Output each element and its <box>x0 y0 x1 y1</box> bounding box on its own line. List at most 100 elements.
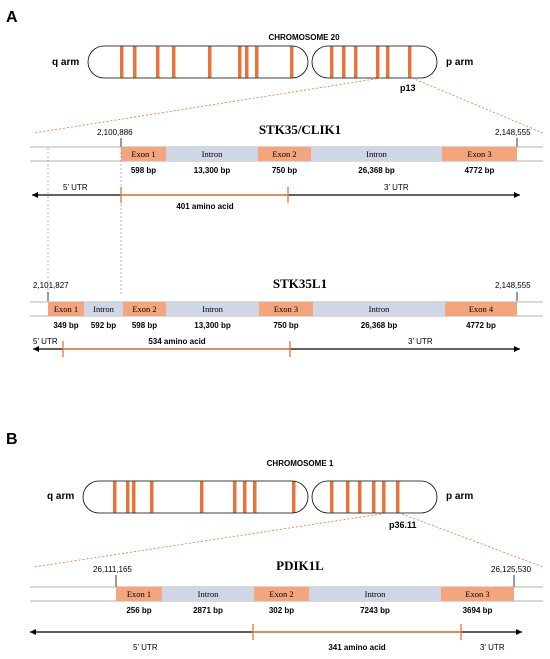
stk35l1-protein-length: 534 amino acid <box>148 337 205 346</box>
stk35l1-intron-segment: Intron 26,368 bp <box>313 302 445 330</box>
stk35-exon-segment: Exon 3 4772 bp <box>442 147 517 175</box>
stk35-exon-label: Exon 2 <box>272 149 296 159</box>
chromosome-20-ideogram <box>87 45 438 79</box>
pdik1l-gene-track: Exon 1 256 bp Intron 2871 bp Exon 2 302 bp Int… <box>30 586 543 615</box>
chromosome-1-title: CHROMOSOME 1 <box>267 459 334 468</box>
chr20-band <box>330 46 334 78</box>
zoom-line-left-b <box>33 513 382 568</box>
chr1-band <box>126 481 130 513</box>
pdik1l-5utr-label: 5’ UTR <box>133 643 158 652</box>
stk35l1-gene-track: Exon 1 349 bp Intron 592 bp Exon 2 598 bp Intr… <box>30 301 543 330</box>
chr1-p-arm-label: p arm <box>446 491 473 502</box>
stk35-intron-box <box>311 147 442 161</box>
chr20-band <box>120 46 124 78</box>
chr20-locus-label: p13 <box>400 83 416 93</box>
chr1-locus-label: p36.11 <box>389 520 417 530</box>
chromosome-20-title: CHROMOSOME 20 <box>268 33 340 42</box>
stk35l1-exon-size: 4772 bp <box>466 321 496 330</box>
stk35-exon-box <box>258 147 311 161</box>
chr20-q-arm-label: q arm <box>52 57 79 68</box>
chr20-band <box>376 46 380 78</box>
chr1-band <box>113 481 117 513</box>
chr1-band <box>132 481 136 513</box>
stk35l1-exon-size: 750 bp <box>273 321 298 330</box>
stk35-arrowhead-right <box>514 192 520 198</box>
stk35-exon-box <box>442 147 517 161</box>
chr1-band <box>253 481 257 513</box>
stk35-intron-segment: Intron 13,300 bp <box>166 147 258 175</box>
stk35l1-arrowhead-right <box>514 346 520 352</box>
stk35l1-exon-label: Exon 3 <box>274 304 298 314</box>
pdik1l-exon-segment: Exon 2 302 bp <box>254 587 309 615</box>
gene-pdik1l-title: PDIK1L <box>276 558 324 573</box>
pdik1l-arrowhead-right <box>516 629 522 635</box>
chr1-band <box>233 481 237 513</box>
stk35l1-arrowhead-left <box>33 346 39 352</box>
chr20-p-arm-label: p arm <box>446 57 473 68</box>
stk35l1-intron-size: 13,300 bp <box>194 321 231 330</box>
pdik1l-3utr-label: 3’ UTR <box>480 643 505 652</box>
pdik1l-exon-label: Exon 3 <box>465 589 489 599</box>
stk35l1-intron-segment: Intron 592 bp <box>84 302 123 330</box>
pdik1l-intron-box <box>162 587 254 601</box>
zoom-line-right-a <box>411 77 544 134</box>
pdik1l-exon-box <box>254 587 309 601</box>
chr1-band <box>382 481 386 513</box>
stk35l1-intron-label: Intron <box>369 304 391 314</box>
chr1-band <box>346 481 350 513</box>
chr20-band <box>172 46 176 78</box>
pdik1l-intron-label: Intron <box>365 589 387 599</box>
chr1-band <box>243 481 247 513</box>
stk35l1-exon-label: Exon 1 <box>54 304 78 314</box>
stk35l1-intron-size: 592 bp <box>91 321 116 330</box>
stk35-exon-size: 750 bp <box>272 166 297 175</box>
chr20-band <box>245 46 249 78</box>
pdik1l-intron-segment: Intron 2871 bp <box>162 587 254 615</box>
panel-b-label: B <box>6 431 18 448</box>
stk35l1-intron-box <box>313 302 445 316</box>
pdik1l-intron-segment: Intron 7243 bp <box>309 587 441 615</box>
zoom-line-left-a <box>33 77 382 134</box>
stk35l1-exon-label: Exon 4 <box>469 304 494 314</box>
pdik1l-exon-size: 302 bp <box>269 606 294 615</box>
stk35-clik1-gene-track: Exon 1 598 bp Intron 13,300 bp Exon 2 750 bp I… <box>30 146 543 175</box>
pdik1l-start-coordinate: 26,111,165 <box>93 565 132 574</box>
pdik1l-protein-length: 341 amino acid <box>328 643 385 652</box>
chr20-band <box>408 46 412 78</box>
chr20-band <box>386 46 390 78</box>
chr1-band <box>372 481 376 513</box>
chromosome-1-ideogram <box>82 480 438 514</box>
stk35l1-exon-size: 349 bp <box>53 321 78 330</box>
stk35l1-intron-segment: Intron 13,300 bp <box>166 302 259 330</box>
stk35l1-exon-box <box>123 302 166 316</box>
stk35-intron-size: 26,368 bp <box>358 166 395 175</box>
chr20-band <box>255 46 259 78</box>
stk35l1-exon-label: Exon 2 <box>132 304 156 314</box>
chr1-band <box>292 481 296 513</box>
stk35-exon-segment: Exon 2 750 bp <box>258 147 311 175</box>
stk35-protein-length: 401 amino acid <box>176 202 233 211</box>
stk35l1-5utr-label: 5’ UTR <box>33 337 58 346</box>
stk35-exon-size: 598 bp <box>131 166 156 175</box>
gene-stk35-clik1-title: STK35/CLIK1 <box>259 122 341 137</box>
stk35l1-3utr-label: 3’ UTR <box>408 337 433 346</box>
stk35-5utr-label: 5’ UTR <box>63 183 88 192</box>
stk35-exon-box <box>121 147 166 161</box>
pdik1l-intron-box <box>309 587 441 601</box>
pdik1l-exon-segment: Exon 3 3694 bp <box>441 587 514 615</box>
stk35l1-exon-segment: Exon 1 349 bp <box>48 302 84 330</box>
stk35-intron-label: Intron <box>202 149 224 159</box>
stk35-exon-label: Exon 3 <box>467 149 491 159</box>
panel-a-label: A <box>6 9 18 26</box>
chr20-band <box>156 46 160 78</box>
pdik1l-exon-label: Exon 1 <box>127 589 151 599</box>
stk35-start-coordinate: 2,100,886 <box>97 128 133 137</box>
stk35l1-intron-label: Intron <box>202 304 224 314</box>
stk35-3utr-label: 3’ UTR <box>384 183 409 192</box>
stk35l1-exon-size: 598 bp <box>132 321 157 330</box>
pdik1l-end-coordinate: 26,125,530 <box>491 565 532 574</box>
stk35-intron-box <box>166 147 258 161</box>
chr1-band <box>396 481 400 513</box>
stk35l1-intron-box <box>84 302 123 316</box>
stk35-exon-segment: Exon 1 598 bp <box>121 147 166 175</box>
